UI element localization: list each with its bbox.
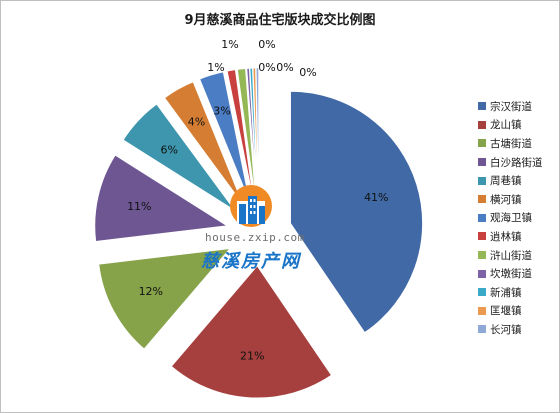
legend-swatch — [478, 120, 486, 129]
legend-swatch — [478, 269, 486, 278]
data-label-7: 1% — [221, 38, 238, 51]
watermark-url: house.zxip.com — [205, 231, 305, 244]
legend-swatch — [478, 176, 486, 185]
pie-slice-12 — [255, 67, 260, 201]
pie-slice-1 — [170, 265, 332, 399]
data-label-12: 0% — [299, 66, 316, 79]
legend-label: 龙山镇 — [490, 119, 522, 132]
pie-slice-9 — [246, 67, 258, 201]
data-label-1: 21% — [240, 350, 264, 363]
data-label-6: 3% — [213, 104, 230, 117]
legend-label: 浒山街道 — [490, 249, 532, 262]
pie-slice-4 — [122, 103, 236, 211]
legend-label: 新浦镇 — [490, 286, 522, 299]
legend-swatch — [478, 213, 486, 222]
legend-label: 横河镇 — [490, 193, 522, 206]
pie-slice-8 — [236, 68, 256, 201]
data-label-2: 12% — [139, 285, 163, 298]
legend-label: 坎墩街道 — [490, 268, 532, 281]
building-icon — [230, 185, 272, 227]
legend: 宗汉街道龙山镇古塘街道白沙路街道周巷镇横河镇观海卫镇逍林镇浒山街道坎墩街道新浦镇… — [478, 97, 558, 339]
pie-slice-0 — [290, 90, 423, 334]
legend-item: 白沙路街道 — [478, 153, 558, 172]
legend-label: 逍林镇 — [490, 230, 522, 243]
legend-label: 长河镇 — [490, 323, 522, 336]
pie-slice-3 — [94, 154, 228, 242]
legend-swatch — [478, 195, 486, 204]
pie-slice-11 — [252, 67, 259, 201]
legend-label: 周巷镇 — [490, 175, 522, 188]
chart-title: 9月慈溪商品住宅版块成交比例图 — [184, 13, 376, 28]
legend-item: 长河镇 — [478, 320, 558, 339]
legend-item: 古塘街道 — [478, 134, 558, 153]
pie-slice-2 — [98, 248, 231, 350]
legend-swatch — [478, 306, 486, 315]
data-label-5: 4% — [188, 115, 205, 128]
data-label-10: 0% — [258, 61, 275, 74]
watermark: house.zxip.com 慈溪房产网 — [199, 184, 329, 276]
pie-slice-10 — [249, 67, 258, 201]
legend-swatch — [478, 102, 486, 111]
data-label-9: 0% — [258, 38, 275, 51]
pie-slice-6 — [199, 71, 250, 202]
legend-swatch — [478, 251, 486, 260]
pie-slice-5 — [164, 81, 244, 205]
watermark-site-name: 慈溪房产网 — [201, 251, 301, 272]
data-label-0: 41% — [364, 191, 388, 204]
legend-swatch — [478, 232, 486, 241]
legend-item: 宗汉街道 — [478, 97, 558, 116]
data-label-11: 0% — [276, 61, 293, 74]
legend-item: 新浦镇 — [478, 283, 558, 302]
legend-item: 横河镇 — [478, 190, 558, 209]
legend-item: 匡堰镇 — [478, 302, 558, 321]
legend-item: 逍林镇 — [478, 227, 558, 246]
legend-swatch — [478, 139, 486, 148]
data-label-8: 1% — [207, 61, 224, 74]
legend-label: 白沙路街道 — [490, 156, 543, 169]
legend-item: 观海卫镇 — [478, 209, 558, 228]
pie-slice-7 — [226, 69, 254, 201]
legend-swatch — [478, 325, 486, 334]
legend-item: 周巷镇 — [478, 171, 558, 190]
legend-swatch — [478, 158, 486, 167]
legend-item: 坎墩街道 — [478, 264, 558, 283]
legend-item: 龙山镇 — [478, 116, 558, 135]
legend-label: 匡堰镇 — [490, 305, 522, 318]
legend-label: 宗汉街道 — [490, 100, 532, 113]
legend-item: 浒山街道 — [478, 246, 558, 265]
legend-label: 观海卫镇 — [490, 212, 532, 225]
legend-swatch — [478, 288, 486, 297]
legend-label: 古塘街道 — [490, 137, 532, 150]
data-label-3: 11% — [127, 200, 151, 213]
data-label-4: 6% — [160, 143, 177, 156]
